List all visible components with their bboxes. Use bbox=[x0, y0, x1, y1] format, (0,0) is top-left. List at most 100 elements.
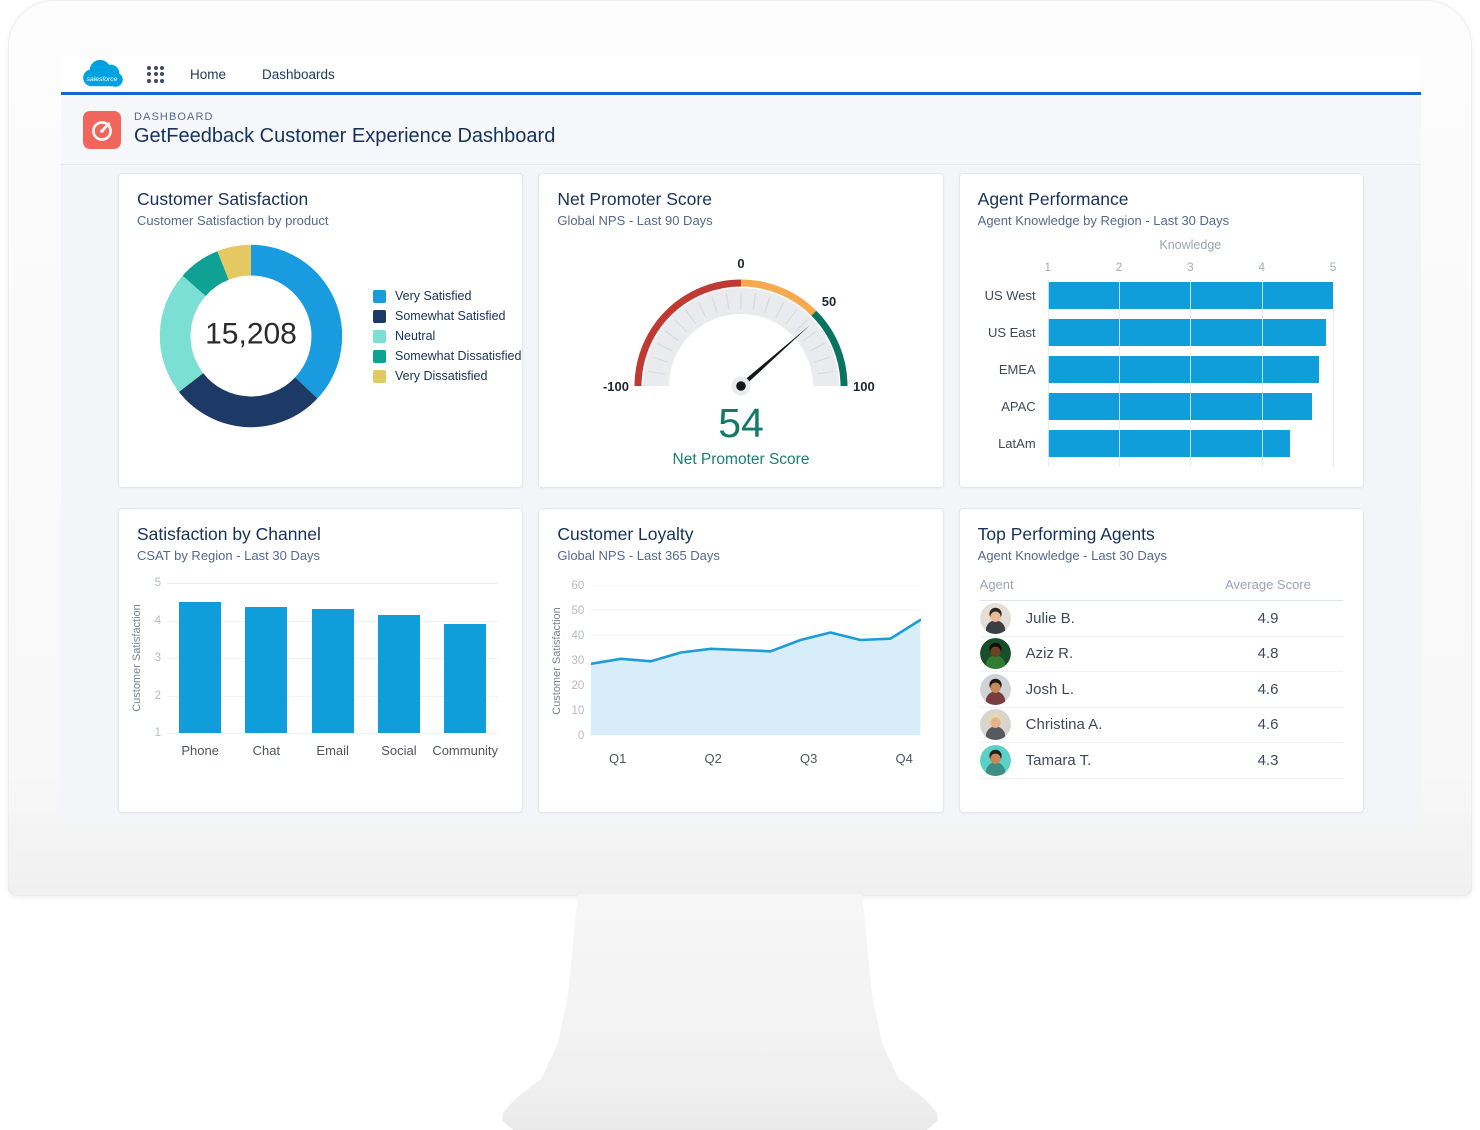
area-axis-tick: 10 bbox=[571, 705, 585, 717]
donut-chart: 15,208 bbox=[155, 240, 347, 432]
area-x-tick-label: Q1 bbox=[609, 751, 627, 766]
vbar-chart: Customer Satisfaction 1 2 3 4 5 bbox=[129, 577, 499, 739]
legend-swatch bbox=[373, 309, 386, 323]
panel-agent-performance: Agent Performance Agent Knowledge by Reg… bbox=[958, 173, 1364, 488]
agent-name-cell: Julie B. bbox=[979, 602, 1193, 634]
legend-label: Very Satisfied bbox=[395, 289, 472, 303]
legend-label: Somewhat Satisfied bbox=[395, 309, 506, 323]
hbar-bar-us-east bbox=[1047, 319, 1326, 346]
agent-row: Julie B. 4.9 bbox=[979, 601, 1343, 637]
panel-subtitle: Agent Knowledge by Region - Last 30 Days bbox=[977, 213, 1230, 228]
hbar-axis-tick: 5 bbox=[1329, 260, 1337, 274]
hbar-chart: Knowledge US West US East EMEA APAC LatAm 1 2… bbox=[974, 238, 1336, 467]
avatar-image bbox=[979, 744, 1011, 776]
area-axis-tick: 20 bbox=[571, 680, 585, 692]
agent-average-score: 4.6 bbox=[1257, 716, 1279, 734]
legend-swatch bbox=[373, 349, 386, 363]
hbar-category-label: APAC bbox=[1001, 399, 1036, 414]
svg-text:50: 50 bbox=[822, 294, 836, 309]
global-nav: salesforce Home Dashboards bbox=[61, 56, 1421, 95]
hbar-axis-tick: 1 bbox=[1044, 260, 1051, 274]
legend-item: Very Dissatisfied bbox=[373, 369, 521, 383]
dashboard-eyebrow: DASHBOARD bbox=[134, 111, 214, 123]
agent-row: Aziz R. 4.8 bbox=[979, 637, 1343, 672]
panel-title: Satisfaction by Channel bbox=[137, 524, 321, 544]
agents-column-average-score: Average Score bbox=[1225, 577, 1311, 592]
area-x-tick-label: Q4 bbox=[895, 751, 913, 766]
area-fill bbox=[591, 620, 921, 735]
agent-name: Josh L. bbox=[1025, 680, 1075, 698]
legend-swatch bbox=[373, 289, 386, 303]
agent-name: Christina A. bbox=[1025, 716, 1103, 734]
svg-text:-100: -100 bbox=[603, 379, 629, 394]
legend-label: Very Dissatisfied bbox=[395, 369, 488, 383]
panel-subtitle: Global NPS - Last 90 Days bbox=[557, 213, 713, 228]
hbar-gridline bbox=[1047, 280, 1049, 467]
nav-item-dashboards[interactable]: Dashboards bbox=[262, 66, 335, 82]
donut-segment-somewhat-satisfied bbox=[178, 373, 318, 428]
nav-item-home[interactable]: Home bbox=[190, 66, 227, 82]
vbar-column bbox=[233, 583, 299, 733]
hbar-gridline bbox=[1118, 280, 1120, 467]
vbar-bar-email bbox=[311, 609, 354, 733]
donut-segment-somewhat-dissatisfied bbox=[182, 251, 229, 297]
donut-segment-very-satisfied bbox=[251, 244, 343, 399]
panel-subtitle: Agent Knowledge - Last 30 Days bbox=[977, 548, 1167, 563]
panel-subtitle: CSAT by Region - Last 30 Days bbox=[137, 548, 321, 563]
avatar-image bbox=[979, 638, 1011, 670]
dashboard-header: DASHBOARD GetFeedback Customer Experienc… bbox=[61, 95, 1421, 165]
gauge-chart: -100 0 50 100 54 Net Promoter Score bbox=[539, 236, 942, 469]
vbar-category-label: Community bbox=[432, 743, 499, 758]
vbar-axis-tick: 1 bbox=[154, 727, 161, 739]
agent-average-score: 4.6 bbox=[1257, 680, 1279, 698]
vbar-x-labels: Phone Chat Email Social Community bbox=[167, 743, 498, 758]
dashboard-grid: Customer Satisfaction Customer Satisfact… bbox=[61, 165, 1421, 823]
avatar bbox=[979, 602, 1011, 634]
avatar bbox=[979, 709, 1011, 741]
panel-title: Agent Performance bbox=[977, 189, 1129, 209]
panel-net-promoter-score: Net Promoter Score Global NPS - Last 90 … bbox=[538, 173, 944, 488]
vbar-column bbox=[300, 583, 366, 733]
agents-table-header: Agent Average Score bbox=[979, 577, 1343, 601]
vbar-category-label: Email bbox=[316, 743, 349, 758]
avatar-image bbox=[979, 673, 1011, 705]
hbar-bar-apac bbox=[1047, 393, 1312, 420]
agent-row: Tamara T. 4.3 bbox=[979, 743, 1343, 779]
area-x-tick-label: Q2 bbox=[704, 751, 722, 766]
gauge-needle bbox=[739, 325, 810, 388]
donut-total-value: 15,208 bbox=[205, 317, 297, 351]
vbar-bar-phone bbox=[179, 601, 222, 733]
legend-swatch bbox=[373, 369, 386, 383]
agent-row: Josh L. 4.6 bbox=[979, 672, 1343, 708]
agent-name-cell: Aziz R. bbox=[979, 638, 1193, 670]
panel-title: Customer Satisfaction bbox=[137, 189, 309, 209]
hbar-gridline bbox=[1333, 280, 1334, 467]
svg-text:100: 100 bbox=[853, 379, 875, 394]
salesforce-logo[interactable]: salesforce bbox=[79, 58, 125, 90]
hbar-axis-tick: 4 bbox=[1258, 260, 1265, 274]
panel-title: Customer Loyalty bbox=[557, 524, 694, 544]
agent-row: Christina A. 4.6 bbox=[979, 708, 1343, 743]
vbar-gridline bbox=[167, 733, 499, 734]
salesforce-cloud-icon: salesforce bbox=[83, 59, 123, 87]
legend-item: Very Satisfied bbox=[373, 289, 521, 303]
agents-column-agent: Agent bbox=[979, 577, 1014, 592]
gauge-value: 54 bbox=[718, 400, 764, 446]
vbar-column bbox=[432, 583, 498, 733]
app-launcher-icon[interactable] bbox=[147, 65, 164, 83]
avatar-image bbox=[979, 602, 1011, 634]
agent-name-cell: Christina A. bbox=[979, 709, 1193, 741]
panel-title: Top Performing Agents bbox=[977, 524, 1155, 544]
vbar-gridline bbox=[167, 583, 499, 584]
legend-item: Somewhat Dissatisfied bbox=[373, 349, 521, 363]
avatar bbox=[979, 638, 1011, 670]
panel-customer-loyalty: Customer Loyalty Global NPS - Last 365 D… bbox=[538, 508, 944, 813]
donut-segment-very-dissatisfied bbox=[217, 244, 251, 280]
avatar bbox=[979, 673, 1011, 705]
legend-item: Somewhat Satisfied bbox=[373, 309, 521, 323]
panel-title: Net Promoter Score bbox=[557, 189, 712, 209]
agent-name: Julie B. bbox=[1025, 609, 1075, 627]
vbar-axis-tick: 5 bbox=[154, 577, 161, 589]
area-axis-tick: 60 bbox=[571, 580, 585, 592]
monitor-frame: salesforce Home Dashboards bbox=[8, 0, 1472, 896]
